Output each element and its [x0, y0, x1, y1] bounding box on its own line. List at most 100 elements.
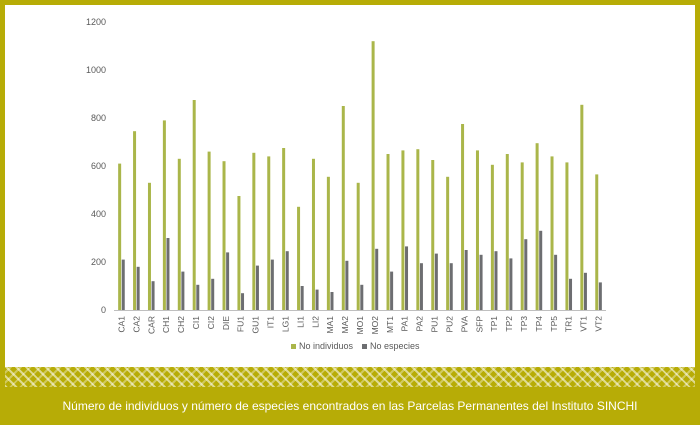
- legend-swatch-no-individuos: [291, 344, 296, 349]
- bar-no-especies-ma1: [330, 292, 334, 310]
- bars: [118, 41, 602, 311]
- x-tick-label-vt2: VT2: [594, 316, 604, 332]
- bar-no-individuos-tp5: [550, 156, 554, 310]
- x-tick-label-ma1: MA1: [325, 316, 335, 334]
- bar-no-especies-ci1: [196, 284, 200, 310]
- y-tick-label: 800: [91, 113, 106, 123]
- bar-no-especies-tr1: [569, 278, 573, 310]
- bar-no-individuos-ca1: [118, 163, 122, 310]
- bar-no-individuos-ci2: [207, 151, 211, 310]
- bar-no-especies-it1: [270, 259, 274, 310]
- x-tick-label-tp5: TP5: [549, 316, 559, 332]
- bar-no-individuos-ci1: [192, 100, 196, 310]
- x-tick-label-pu2: PU2: [444, 316, 454, 333]
- bar-no-individuos-tp4: [535, 143, 539, 310]
- bar-no-individuos-mo2: [371, 41, 375, 310]
- y-tick-label: 1200: [86, 17, 106, 27]
- legend-label-no-individuos: No individuos: [299, 341, 354, 351]
- bar-no-especies-pa1: [405, 246, 409, 310]
- bar-no-individuos-lg1: [282, 148, 286, 310]
- x-tick-label-tp2: TP2: [504, 316, 514, 332]
- y-tick-label: 600: [91, 161, 106, 171]
- x-tick-label-li1: LI1: [295, 316, 305, 328]
- x-tick-label-ci2: CI2: [206, 316, 216, 330]
- x-tick-label-pva: PVA: [459, 316, 469, 333]
- x-tick-label-ci1: CI1: [191, 316, 201, 330]
- x-tick-label-vt1: VT1: [579, 316, 589, 332]
- bar-no-individuos-tp3: [520, 162, 524, 310]
- bar-no-individuos-pva: [461, 124, 465, 310]
- x-tick-label-ch2: CH2: [176, 316, 186, 333]
- bar-no-individuos-pa1: [401, 150, 405, 310]
- y-tick-label: 200: [91, 257, 106, 267]
- bar-no-especies-tp1: [494, 251, 498, 310]
- bar-no-individuos-vt1: [580, 104, 584, 310]
- x-tick-label-ca2: CA2: [131, 316, 141, 333]
- x-tick-label-lg1: LG1: [280, 316, 290, 332]
- bar-no-individuos-sfp: [475, 150, 479, 310]
- bar-no-individuos-vt2: [595, 174, 599, 310]
- bar-no-especies-sfp: [479, 254, 483, 310]
- bar-no-especies-pa2: [419, 263, 423, 310]
- x-tick-label-tp1: TP1: [489, 316, 499, 332]
- x-tick-label-mt1: MT1: [385, 316, 395, 333]
- bar-no-individuos-pa2: [416, 149, 420, 310]
- bar-no-especies-tp3: [524, 239, 528, 310]
- bar-no-especies-li1: [300, 286, 304, 310]
- bar-no-individuos-mt1: [386, 154, 390, 310]
- bar-no-especies-ca2: [136, 266, 140, 310]
- bar-no-individuos-tp1: [490, 164, 494, 310]
- bar-no-individuos-ma1: [326, 176, 330, 310]
- bar-no-individuos-li1: [297, 206, 301, 310]
- bar-no-individuos-tr1: [565, 162, 569, 310]
- bar-no-especies-pu1: [434, 253, 438, 310]
- bar-no-individuos-ca2: [133, 131, 137, 310]
- bar-no-individuos-ch2: [177, 158, 181, 310]
- bar-no-individuos-die: [222, 161, 226, 310]
- x-tick-label-ma2: MA2: [340, 316, 350, 334]
- bar-no-individuos-pu2: [446, 176, 450, 310]
- x-tick-label-sfp: SFP: [474, 316, 484, 333]
- bar-no-individuos-tp2: [505, 154, 509, 310]
- bar-no-especies-gu1: [255, 265, 259, 310]
- x-tick-label-car: CAR: [146, 316, 156, 334]
- x-tick-label-pa2: PA2: [415, 316, 425, 332]
- bar-chart: 0 200 400 600 800 1000 1200 CA1 CA2 CAR CH1 CH2 CI1…: [86, 17, 606, 351]
- bar-no-especies-ca1: [121, 259, 125, 310]
- legend: No individuos No especies: [291, 341, 420, 351]
- bar-no-especies-vt2: [598, 282, 602, 310]
- y-tick-label: 0: [101, 305, 106, 315]
- x-tick-label-pu1: PU1: [430, 316, 440, 333]
- x-tick-label-tp3: TP3: [519, 316, 529, 332]
- bar-no-especies-ch1: [166, 238, 170, 310]
- bar-no-especies-ch2: [181, 271, 185, 310]
- bar-no-especies-mt1: [390, 271, 394, 310]
- bar-no-individuos-gu1: [252, 152, 256, 310]
- bar-no-especies-ci2: [211, 278, 215, 310]
- bar-no-individuos-it1: [267, 156, 271, 310]
- bar-no-especies-pva: [464, 250, 468, 310]
- x-tick-label-gu1: GU1: [251, 316, 261, 334]
- bar-no-especies-die: [226, 252, 230, 310]
- bar-no-especies-ma2: [345, 260, 349, 310]
- x-tick-label-die: DIE: [221, 316, 231, 331]
- bar-no-especies-mo1: [360, 284, 364, 310]
- x-tick-label-ch1: CH1: [161, 316, 171, 333]
- legend-swatch-no-especies: [362, 344, 367, 349]
- bar-no-individuos-fu1: [237, 196, 241, 310]
- bar-no-individuos-pu1: [431, 160, 435, 310]
- bar-no-individuos-ch1: [162, 120, 166, 311]
- x-tick-label-mo2: MO2: [370, 316, 380, 335]
- bar-no-especies-pu2: [449, 263, 453, 310]
- x-axis-ticks: CA1 CA2 CAR CH1 CH2 CI1 CI2 DIE FU1 GU1 IT1 LG1 LI1 L…: [116, 316, 603, 335]
- bar-no-individuos-car: [147, 182, 151, 310]
- y-tick-label: 400: [91, 209, 106, 219]
- x-tick-label-tp4: TP4: [534, 316, 544, 332]
- x-tick-label-mo1: MO1: [355, 316, 365, 335]
- bar-no-especies-car: [151, 281, 155, 310]
- decorative-pattern-band: [5, 367, 695, 387]
- y-tick-label: 1000: [86, 65, 106, 75]
- bar-no-especies-mo2: [375, 248, 379, 310]
- x-tick-label-fu1: FU1: [236, 316, 246, 332]
- x-tick-label-tr1: TR1: [564, 316, 574, 332]
